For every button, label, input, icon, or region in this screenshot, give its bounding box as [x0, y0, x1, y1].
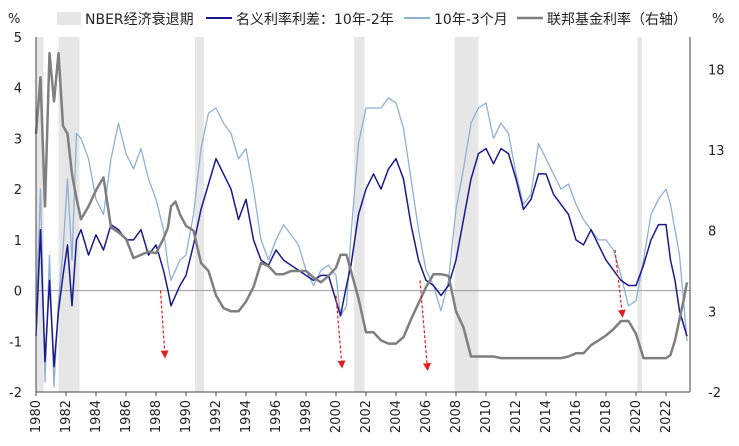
x-tick-label-3: 1986 — [119, 400, 134, 433]
x-tick-label-10: 2000 — [329, 400, 344, 433]
axes: 5 4 3 2 1 0 -1 -2 18 13 8 3 -2 1980 1982 1984 1986 1988 19… — [9, 31, 725, 433]
right-axis-unit: % — [712, 12, 724, 27]
x-tick-label-11: 2002 — [359, 400, 374, 433]
x-tick-label-13: 2006 — [419, 400, 434, 433]
legend: NBER经济衰退期 名义利率利差：10年-2年 10年-3个月 联邦基金利率（右… — [57, 11, 687, 28]
x-tick-label-5: 1990 — [179, 400, 194, 433]
left-tick-label-2: 3 — [14, 132, 22, 147]
x-tick-label-4: 1988 — [149, 400, 164, 433]
recession-band-5 — [637, 37, 642, 392]
left-tick-label-6: -1 — [9, 335, 22, 350]
left-tick-label-7: -2 — [9, 386, 22, 401]
left-tick-label-3: 2 — [14, 183, 22, 198]
x-tick-label-8: 1996 — [269, 400, 284, 433]
legend-label-recession: NBER经济衰退期 — [85, 11, 194, 28]
x-tick-label-7: 1994 — [239, 400, 254, 433]
right-tick-label-0: 18 — [708, 63, 725, 78]
left-tick-label-4: 1 — [14, 234, 22, 249]
x-tick-label-18: 2016 — [569, 400, 584, 433]
trend-arrow-1 — [335, 295, 346, 369]
left-tick-label-5: 0 — [14, 285, 22, 300]
trend-arrow-3 — [614, 249, 626, 318]
series-line-10y-3m — [35, 97, 688, 388]
right-tick-label-2: 8 — [708, 225, 716, 240]
left-tick-label-1: 4 — [14, 82, 22, 97]
arrow-layer — [159, 249, 626, 372]
x-tick-label-6: 1992 — [209, 400, 224, 433]
x-tick-label-20: 2020 — [629, 400, 644, 433]
x-tick-label-2: 1984 — [89, 400, 104, 433]
legend-label-spread-2y: 名义利率利差：10年-2年 — [236, 11, 394, 28]
x-tick-label-21: 2022 — [659, 400, 674, 433]
x-tick-label-15: 2010 — [479, 400, 494, 433]
left-tick-label-0: 5 — [14, 31, 22, 46]
right-tick-label-3: 3 — [708, 305, 716, 320]
legend-label-spread-3m: 10年-3个月 — [434, 12, 508, 28]
legend-swatch-recession — [57, 12, 81, 25]
series-line-fed-funds — [34, 51, 689, 360]
x-tick-label-12: 2004 — [389, 400, 404, 433]
x-tick-label-16: 2012 — [509, 400, 524, 433]
x-tick-label-19: 2018 — [599, 400, 614, 433]
x-tick-label-9: 1998 — [299, 400, 314, 433]
x-tick-label-14: 2008 — [449, 400, 464, 433]
right-tick-label-1: 13 — [708, 144, 725, 159]
recession-band-4 — [454, 37, 479, 392]
series-layer — [34, 51, 689, 388]
trend-arrow-0 — [159, 290, 169, 359]
x-tick-label-17: 2014 — [539, 400, 554, 433]
x-tick-label-0: 1980 — [29, 400, 44, 433]
legend-label-fed-funds: 联邦基金利率（右轴） — [547, 11, 687, 28]
recession-bands — [36, 37, 642, 392]
right-tick-label-4: -2 — [708, 386, 721, 401]
left-axis-unit: % — [8, 12, 20, 27]
x-tick-label-1: 1982 — [59, 400, 74, 433]
